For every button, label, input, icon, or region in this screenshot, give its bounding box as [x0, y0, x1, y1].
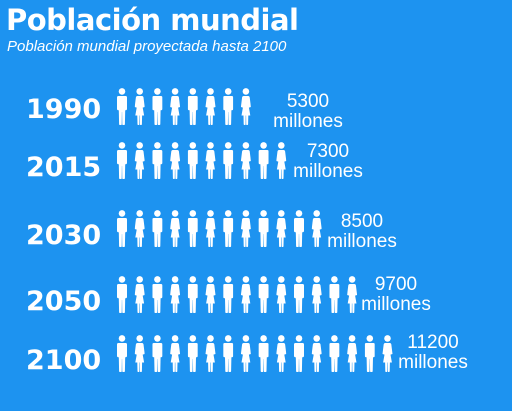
man-icon [117, 276, 127, 313]
chart-title: Población mundial [6, 3, 299, 37]
woman-icon [134, 276, 145, 313]
man-icon [117, 335, 127, 372]
woman-icon [134, 210, 145, 247]
woman-icon [347, 335, 358, 372]
man-icon [258, 142, 269, 179]
value-label: 11200 [407, 332, 458, 353]
value-label: 9700 [375, 274, 417, 295]
value-label: 8500 [341, 211, 383, 232]
value-label: 7300 [307, 141, 349, 162]
man-icon [329, 276, 340, 313]
woman-icon [205, 276, 216, 313]
year-label: 1990 [26, 94, 101, 125]
woman-icon [311, 335, 322, 372]
man-icon [117, 210, 127, 247]
woman-icon [134, 142, 145, 179]
man-icon [223, 276, 234, 313]
year-label: 2050 [26, 286, 101, 317]
unit-label: millones [273, 111, 343, 132]
man-icon [223, 335, 234, 372]
woman-icon [240, 210, 251, 247]
woman-icon [276, 210, 287, 247]
man-icon [223, 142, 234, 179]
woman-icon [276, 142, 287, 179]
woman-icon [170, 335, 181, 372]
man-icon [187, 88, 198, 125]
woman-icon [170, 276, 181, 313]
year-label: 2015 [26, 152, 101, 183]
woman-icon [170, 88, 181, 125]
man-icon [152, 210, 163, 247]
woman-icon [205, 88, 216, 125]
man-icon [152, 88, 163, 125]
unit-label: millones [293, 161, 363, 182]
woman-icon [240, 88, 251, 125]
woman-icon [240, 276, 251, 313]
woman-icon [205, 210, 216, 247]
woman-icon [170, 142, 181, 179]
man-icon [258, 276, 269, 313]
unit-label: millones [361, 294, 431, 315]
woman-icon [276, 276, 287, 313]
man-icon [152, 335, 163, 372]
man-icon [117, 88, 127, 125]
woman-icon [170, 210, 181, 247]
man-icon [258, 210, 269, 247]
man-icon [223, 210, 234, 247]
woman-icon [134, 88, 145, 125]
woman-icon [276, 335, 287, 372]
man-icon [187, 276, 198, 313]
man-icon [329, 335, 340, 372]
woman-icon [240, 335, 251, 372]
man-icon [152, 142, 163, 179]
man-icon [187, 210, 198, 247]
woman-icon [240, 142, 251, 179]
man-icon [294, 210, 304, 247]
woman-icon [205, 142, 216, 179]
man-icon [117, 142, 127, 179]
year-label: 2030 [26, 220, 101, 251]
woman-icon [311, 210, 322, 247]
woman-icon [382, 335, 393, 372]
man-icon [258, 335, 269, 372]
man-icon [187, 142, 198, 179]
unit-label: millones [327, 231, 397, 252]
man-icon [294, 276, 304, 313]
woman-icon [134, 335, 145, 372]
woman-icon [347, 276, 358, 313]
year-label: 2100 [26, 345, 101, 376]
chart-subtitle: Población mundial proyectada hasta 2100 [7, 38, 287, 55]
man-icon [152, 276, 163, 313]
woman-icon [311, 276, 322, 313]
man-icon [187, 335, 198, 372]
value-label: 5300 [287, 91, 329, 112]
man-icon [223, 88, 234, 125]
man-icon [294, 335, 304, 372]
unit-label: millones [398, 352, 468, 373]
man-icon [364, 335, 375, 372]
woman-icon [205, 335, 216, 372]
